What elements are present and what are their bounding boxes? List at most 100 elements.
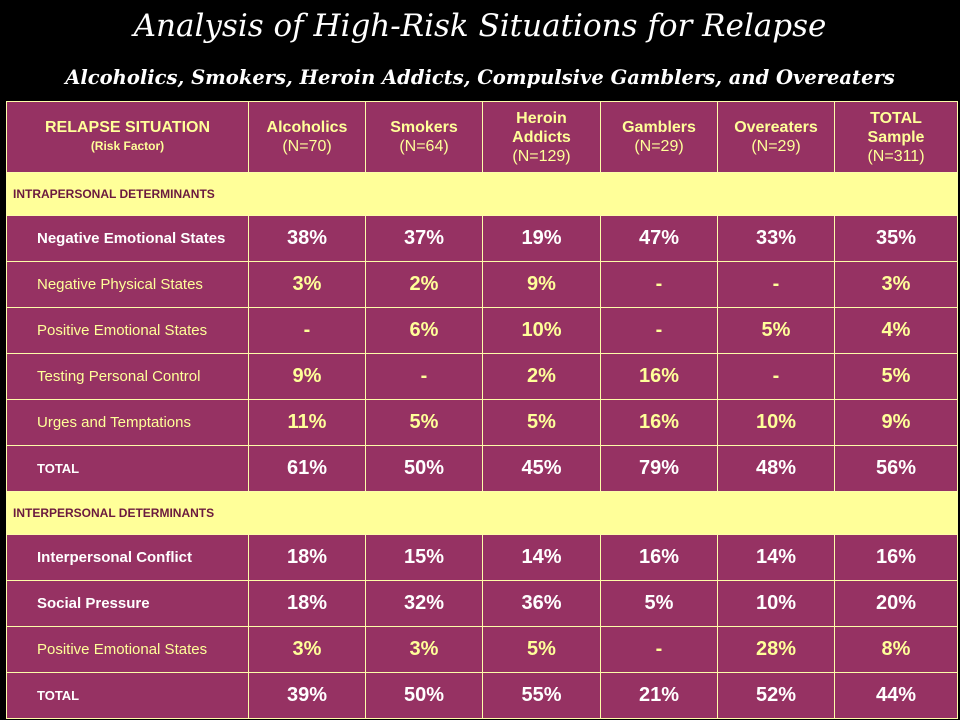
value-cell: 15% bbox=[365, 534, 483, 581]
value-cell: 19% bbox=[482, 215, 601, 262]
value-cell: 10% bbox=[717, 399, 835, 446]
value-cell: 36% bbox=[482, 580, 601, 627]
value-cell: 56% bbox=[834, 445, 958, 492]
value-cell: 50% bbox=[365, 445, 483, 492]
header-col-n: (N=70) bbox=[282, 138, 332, 155]
value-cell: 61% bbox=[248, 445, 366, 492]
header-col-name: Smokers bbox=[390, 119, 458, 136]
header-col-alcoholics: Alcoholics (N=70) bbox=[248, 101, 366, 173]
value-cell: - bbox=[717, 353, 835, 400]
header-row: RELAPSE SITUATION (Risk Factor) Alcoholi… bbox=[6, 101, 958, 173]
value-cell: 21% bbox=[600, 672, 718, 719]
value-cell: 2% bbox=[482, 353, 601, 400]
value-cell: - bbox=[600, 626, 718, 673]
value-cell: - bbox=[600, 261, 718, 308]
row-label: TOTAL bbox=[6, 672, 249, 719]
header-situation-sub: (Risk Factor) bbox=[90, 139, 165, 153]
header-col-name: Heroin Addicts bbox=[512, 109, 571, 146]
row-label: Testing Personal Control bbox=[6, 353, 249, 400]
value-cell: 35% bbox=[834, 215, 958, 262]
value-cell: 3% bbox=[248, 261, 366, 308]
row-label: Positive Emotional States bbox=[6, 307, 249, 354]
row-label: Urges and Temptations bbox=[6, 399, 249, 446]
value-cell: 6% bbox=[365, 307, 483, 354]
header-col-total: TOTAL Sample (N=311) bbox=[834, 101, 958, 173]
value-cell: 9% bbox=[834, 399, 958, 446]
header-col-name: TOTAL Sample bbox=[867, 109, 925, 146]
value-cell: 9% bbox=[248, 353, 366, 400]
value-cell: 16% bbox=[600, 534, 718, 581]
value-cell: - bbox=[600, 307, 718, 354]
header-situation: RELAPSE SITUATION (Risk Factor) bbox=[6, 101, 249, 173]
header-col-name: Alcoholics bbox=[266, 119, 348, 136]
value-cell: 10% bbox=[717, 580, 835, 627]
header-situation-label: RELAPSE SITUATION bbox=[44, 119, 211, 136]
header-col-n: (N=129) bbox=[512, 147, 571, 165]
value-cell: 28% bbox=[717, 626, 835, 673]
value-cell: 4% bbox=[834, 307, 958, 354]
table-row: Urges and Temptations 11% 5% 5% 16% 10% 9% bbox=[6, 399, 958, 446]
table-body: INTRAPERSONAL DETERMINANTS Negative Emoti… bbox=[6, 172, 958, 719]
value-cell: 5% bbox=[834, 353, 958, 400]
row-label: TOTAL bbox=[6, 445, 249, 492]
row-label: Negative Emotional States bbox=[6, 215, 249, 262]
table-row: Positive Emotional States -6% 10% -5% 4% bbox=[6, 307, 958, 354]
value-cell: 52% bbox=[717, 672, 835, 719]
row-label: Negative Physical States bbox=[6, 261, 249, 308]
value-cell: 37% bbox=[365, 215, 483, 262]
value-cell: 11% bbox=[248, 399, 366, 446]
section-row: INTERPERSONAL DETERMINANTS bbox=[6, 491, 958, 535]
value-cell: 3% bbox=[834, 261, 958, 308]
value-cell: 55% bbox=[482, 672, 601, 719]
table-row: Negative Physical States 3% 2% 9% - -3% bbox=[6, 261, 958, 308]
table-row: Positive Emotional States 3% 3% 5% -28% 8% bbox=[6, 626, 958, 673]
header-col-heroin: Heroin Addicts (N=129) bbox=[482, 101, 601, 173]
value-cell: - bbox=[248, 307, 366, 354]
value-cell: 50% bbox=[365, 672, 483, 719]
section-row: INTRAPERSONAL DETERMINANTS bbox=[6, 172, 958, 216]
header-col-n: (N=29) bbox=[634, 138, 684, 155]
row-label: Social Pressure bbox=[6, 580, 249, 627]
section-label: INTERPERSONAL DETERMINANTS bbox=[6, 491, 958, 535]
value-cell: 16% bbox=[600, 353, 718, 400]
value-cell: 48% bbox=[717, 445, 835, 492]
value-cell: 32% bbox=[365, 580, 483, 627]
page-subtitle: Alcoholics, Smokers, Heroin Addicts, Com… bbox=[65, 66, 895, 89]
header-col-n: (N=29) bbox=[751, 138, 801, 155]
total-row: TOTAL 61% 50% 45% 79% 48% 56% bbox=[6, 445, 958, 492]
value-cell: 3% bbox=[365, 626, 483, 673]
value-cell: 39% bbox=[248, 672, 366, 719]
page-title: Analysis of High-Risk Situations for Rel… bbox=[133, 8, 827, 44]
value-cell: 5% bbox=[717, 307, 835, 354]
table-row: Interpersonal Conflict 18% 15% 14% 16% 14% 16% bbox=[6, 534, 958, 581]
total-row: TOTAL 39% 50% 55% 21% 52% 44% bbox=[6, 672, 958, 719]
value-cell: 10% bbox=[482, 307, 601, 354]
value-cell: 8% bbox=[834, 626, 958, 673]
section-label: INTRAPERSONAL DETERMINANTS bbox=[6, 172, 958, 216]
table-row: Testing Personal Control 9% -2% 16% -5% bbox=[6, 353, 958, 400]
value-cell: 18% bbox=[248, 534, 366, 581]
table-row: Negative Emotional States 38% 37% 19% 47% 33%… bbox=[6, 215, 958, 262]
value-cell: 16% bbox=[834, 534, 958, 581]
row-label: Positive Emotional States bbox=[6, 626, 249, 673]
value-cell: - bbox=[717, 261, 835, 308]
value-cell: 14% bbox=[482, 534, 601, 581]
value-cell: 5% bbox=[482, 626, 601, 673]
value-cell: 18% bbox=[248, 580, 366, 627]
value-cell: 2% bbox=[365, 261, 483, 308]
value-cell: 9% bbox=[482, 261, 601, 308]
value-cell: 3% bbox=[248, 626, 366, 673]
header-col-smokers: Smokers (N=64) bbox=[365, 101, 483, 173]
value-cell: 20% bbox=[834, 580, 958, 627]
row-label: Interpersonal Conflict bbox=[6, 534, 249, 581]
header-col-overeaters: Overeaters (N=29) bbox=[717, 101, 835, 173]
header-col-name: Overeaters bbox=[734, 119, 818, 136]
header-col-n: (N=64) bbox=[399, 138, 449, 155]
value-cell: 45% bbox=[482, 445, 601, 492]
header-col-n: (N=311) bbox=[867, 147, 925, 165]
header-col-gamblers: Gamblers (N=29) bbox=[600, 101, 718, 173]
value-cell: 33% bbox=[717, 215, 835, 262]
value-cell: 5% bbox=[365, 399, 483, 446]
value-cell: 79% bbox=[600, 445, 718, 492]
table-row: Social Pressure 18% 32% 36% 5% 10% 20% bbox=[6, 580, 958, 627]
